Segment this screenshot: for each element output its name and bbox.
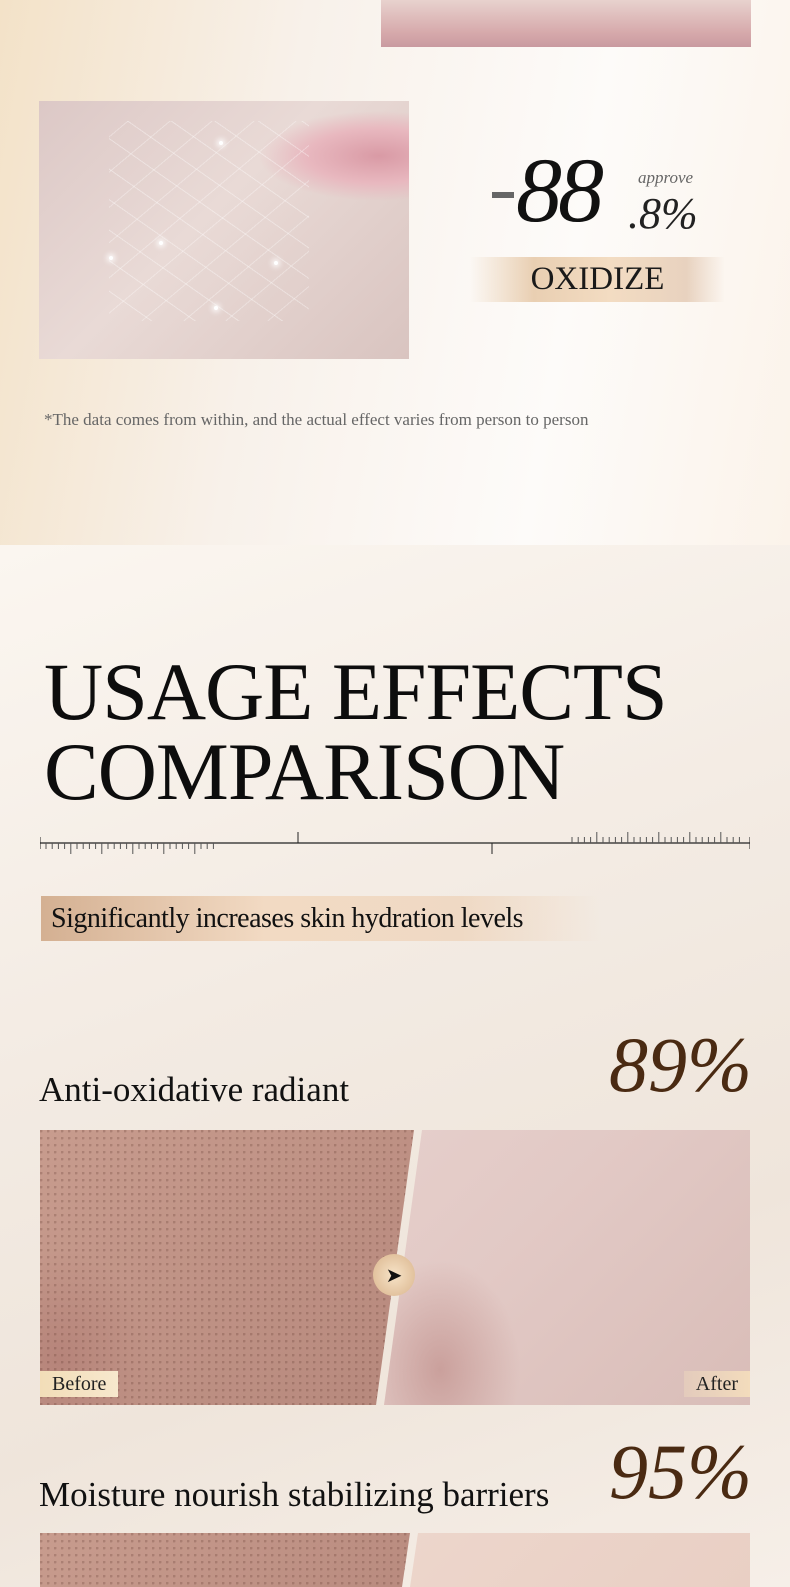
title-line-1: USAGE EFFECTS xyxy=(44,646,668,737)
disclaimer-note: *The data comes from within, and the act… xyxy=(44,410,589,429)
lips-photo xyxy=(39,101,409,359)
sparkle xyxy=(274,261,278,265)
sparkle xyxy=(214,306,218,310)
section-title: USAGE EFFECTS COMPARISON xyxy=(44,646,668,817)
title-line-2: COMPARISON xyxy=(44,726,565,817)
oxidize-stat: 88 approve .8% xyxy=(488,140,728,240)
stat-decimal: .8% xyxy=(628,189,698,238)
stat-label: OXIDIZE xyxy=(470,257,725,302)
sparkle xyxy=(219,141,223,145)
before-photo xyxy=(40,1533,410,1587)
oxidize-section: 88 approve .8% OXIDIZE *The data comes f… xyxy=(0,0,790,545)
comparison-label: Anti-oxidative radiant xyxy=(39,1070,350,1109)
ruler-decoration xyxy=(40,832,750,854)
sparkle xyxy=(109,256,113,260)
stat-qualifier: approve xyxy=(638,168,694,187)
lips-photo-top xyxy=(381,0,751,47)
comparison-percent: 89% xyxy=(609,1021,752,1108)
arrow-right-icon: ➤ xyxy=(373,1254,415,1296)
comparison-section xyxy=(0,545,790,1587)
before-photo xyxy=(40,1130,414,1405)
stat-value: 88 xyxy=(516,139,604,241)
sparkle xyxy=(159,241,163,245)
comparison-percent: 95% xyxy=(609,1428,752,1515)
comparison-label: Moisture nourish stabilizing barriers xyxy=(39,1475,550,1514)
sparkle-mesh xyxy=(109,121,309,321)
section-subtitle: Significantly increases skin hydration l… xyxy=(41,896,601,941)
before-after-image xyxy=(40,1533,750,1587)
after-photo xyxy=(410,1533,750,1587)
before-tag: Before xyxy=(40,1371,119,1397)
before-after-image: ➤ Before After xyxy=(40,1130,750,1405)
after-photo xyxy=(384,1130,750,1405)
after-tag: After xyxy=(683,1371,750,1397)
minus-sign xyxy=(492,192,514,198)
